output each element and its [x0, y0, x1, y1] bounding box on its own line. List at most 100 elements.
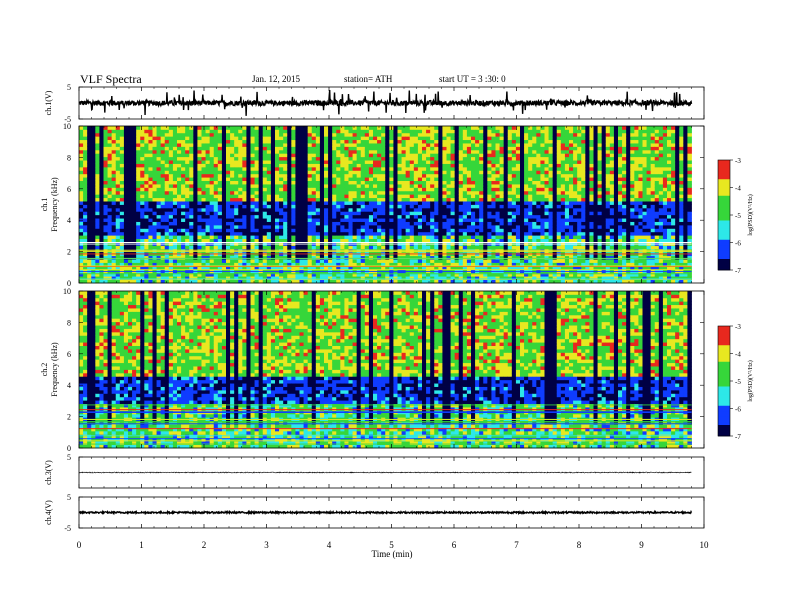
- spectrogram-cell: [495, 132, 500, 137]
- spectrogram-cell: [164, 170, 170, 175]
- spectrogram-cell: [242, 170, 247, 175]
- spectrogram-cell: [385, 228, 390, 233]
- spectrogram-cell: [287, 146, 292, 151]
- spectrogram-cell: [181, 211, 186, 216]
- spectrogram-cell: [279, 207, 284, 212]
- spectrogram-cell: [144, 228, 149, 233]
- spectrogram-cell: [348, 218, 353, 222]
- spectrogram-cell: [279, 166, 284, 171]
- spectrogram-cell: [185, 207, 190, 212]
- spectrogram-cell: [307, 279, 313, 284]
- spectrogram-cell: [242, 190, 247, 195]
- spectrogram-cell: [213, 177, 219, 182]
- spectrogram-cell: [128, 207, 133, 212]
- spectrogram-cell: [507, 143, 513, 147]
- spectrogram-cell: [119, 184, 125, 188]
- spectrogram-cell: [405, 163, 411, 168]
- spectrogram-cell: [107, 231, 113, 236]
- spectrogram-cell: [397, 221, 402, 226]
- spectrogram-cell: [401, 211, 407, 216]
- y-tick-label: 5: [67, 83, 71, 92]
- spectrogram-cell: [360, 265, 366, 270]
- spectrogram-cell: [185, 149, 190, 154]
- spectrogram-cell: [303, 170, 309, 175]
- spectrogram-cell: [426, 221, 431, 226]
- spectrogram-cell: [250, 166, 255, 171]
- spectrogram-cell: [83, 170, 88, 175]
- spectrogram-cell: [103, 224, 108, 229]
- spectrogram-cell: [397, 197, 402, 202]
- spectrogram-cell: [356, 218, 362, 222]
- spectrogram-cell: [95, 248, 100, 253]
- spectrogram-cell: [405, 221, 411, 226]
- spectrogram-cell: [185, 259, 190, 263]
- spectrogram-cell: [299, 166, 304, 171]
- spectrogram-cell: [381, 177, 386, 182]
- spectrogram-cell: [426, 136, 431, 141]
- spectrogram-cell: [422, 218, 427, 222]
- spectrogram-cell: [123, 170, 129, 175]
- spectrogram-cell: [266, 262, 272, 267]
- spectrogram-cell: [430, 197, 435, 202]
- spectrogram-cell: [495, 238, 500, 243]
- spectrogram-cell: [234, 279, 239, 284]
- spectrogram-cell: [230, 245, 235, 250]
- spectrogram-cell: [360, 204, 366, 209]
- spectrogram-cell: [189, 190, 194, 195]
- spectrogram-cell: [442, 190, 447, 195]
- spectrogram-cell: [230, 224, 235, 229]
- spectrogram-cell: [213, 132, 219, 137]
- spectrogram-cell: [230, 156, 235, 161]
- spectrogram-cell: [348, 245, 353, 250]
- spectrogram-cell: [160, 156, 166, 161]
- spectrogram-cell: [160, 221, 166, 226]
- spectrogram-cell: [95, 190, 100, 195]
- spectrogram-cell: [250, 218, 255, 222]
- spectrogram-cell: [275, 180, 280, 185]
- spectrogram-cell: [144, 197, 149, 202]
- spectrogram-cell: [132, 139, 137, 144]
- spectrogram-cell: [487, 204, 492, 209]
- spectrogram-cell: [458, 279, 464, 284]
- spectrogram-cell: [189, 201, 194, 205]
- spectrogram-cell: [426, 163, 431, 168]
- spectrogram-cell: [262, 126, 268, 130]
- spectrogram-cell: [177, 143, 182, 147]
- spectrogram-cell: [344, 194, 349, 199]
- spectrogram-cell: [250, 190, 255, 195]
- spectrogram-cell: [115, 163, 121, 168]
- spectrogram-cell: [405, 177, 411, 182]
- spectrogram-cell: [197, 221, 202, 226]
- spectrogram-cell: [279, 211, 284, 216]
- spectrogram-cell: [242, 173, 247, 178]
- spectrogram-cell: [123, 221, 129, 226]
- spectrogram-cell: [413, 197, 419, 202]
- spectrogram-cell: [238, 265, 243, 270]
- spectrogram-cell: [324, 211, 329, 216]
- spectrogram-cell: [373, 156, 378, 161]
- spectrogram-cell: [487, 248, 492, 253]
- spectrogram-cell: [144, 156, 149, 161]
- spectrogram-cell: [462, 248, 468, 253]
- spectrogram-cell: [132, 201, 137, 205]
- spectrogram-cell: [181, 149, 186, 154]
- spectrogram-cell: [148, 166, 153, 171]
- spectrogram-cell: [295, 146, 300, 151]
- spectrogram-cell: [475, 265, 480, 270]
- spectrogram-cell: [475, 276, 480, 280]
- spectrogram-cell: [495, 265, 500, 270]
- spectrogram-cell: [160, 211, 166, 216]
- spectrogram-cell: [377, 156, 382, 161]
- spectrogram-cell: [217, 170, 223, 175]
- spectrogram-cell: [409, 238, 415, 243]
- spectrogram-cell: [373, 214, 378, 219]
- spectrogram-cell: [213, 139, 219, 144]
- spectrogram-cell: [189, 156, 194, 161]
- spectrogram-cell: [136, 146, 141, 151]
- spectrogram-cell: [495, 139, 500, 144]
- spectrogram-cell: [185, 129, 190, 134]
- spectrogram-cell: [107, 228, 113, 233]
- spectrogram-cell: [193, 139, 198, 144]
- spectrogram-cell: [487, 173, 492, 178]
- spectrogram-cell: [487, 156, 492, 161]
